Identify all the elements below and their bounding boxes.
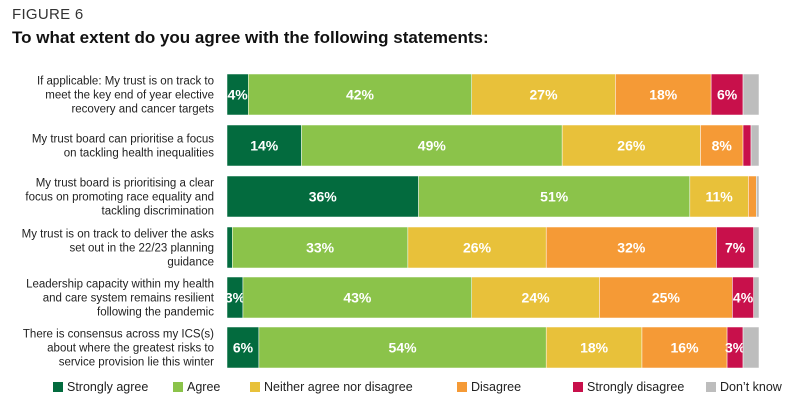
row-label: set out in the 22/23 planning (69, 243, 214, 255)
data-label: 3% (725, 340, 746, 356)
row-label: There is consensus across my ICS(s) (23, 329, 214, 341)
data-label: 3% (225, 290, 246, 306)
legend-label: Neither agree nor disagree (264, 380, 413, 394)
row-label: following the pandemic (97, 307, 214, 319)
data-label: 25% (652, 290, 681, 306)
data-label: 26% (617, 138, 646, 154)
bar-segment (407, 226, 547, 269)
legend-swatch (250, 382, 260, 392)
bar-segment (753, 226, 760, 269)
bar-segment (226, 175, 419, 218)
bar-segment (615, 73, 712, 116)
bar-segment (742, 124, 752, 167)
bar-segment (242, 276, 472, 319)
bar-segment (742, 73, 760, 116)
bar-segment (226, 326, 260, 369)
bar-segment (700, 124, 744, 167)
bar-segment (753, 276, 760, 319)
row-label: about where the greatest risks to (47, 343, 214, 355)
bar-segment (748, 175, 757, 218)
bar-segment (545, 226, 717, 269)
bar-segment (750, 124, 760, 167)
legend-swatch (573, 382, 583, 392)
data-label: 51% (540, 189, 569, 205)
bar-segment (226, 124, 302, 167)
row-label: My trust board can prioritise a focus (32, 134, 214, 146)
bar-segment (471, 276, 600, 319)
data-label: 18% (580, 340, 609, 356)
row-label: My trust is on track to deliver the asks (22, 229, 215, 241)
row-label: and care system remains resilient (43, 293, 215, 305)
data-label: 32% (617, 240, 646, 256)
row-label: tackling discrimination (102, 206, 215, 218)
data-label: 6% (717, 87, 738, 103)
legend-swatch (706, 382, 716, 392)
data-label: 4% (733, 290, 754, 306)
bar-segment (561, 124, 701, 167)
bar-segment (248, 73, 472, 116)
data-label: 27% (530, 87, 559, 103)
data-label: 18% (649, 87, 678, 103)
legend-label: Agree (187, 380, 220, 394)
legend-label: Disagree (471, 380, 521, 394)
data-label: 36% (309, 189, 338, 205)
data-label: 14% (250, 138, 279, 154)
row-label: If applicable: My trust is on track to (37, 76, 214, 88)
row-label: meet the key end of year elective (45, 90, 214, 102)
row-label: service provision lie this winter (59, 357, 214, 369)
legend-label: Strongly disagree (587, 380, 684, 394)
data-label: 6% (233, 340, 254, 356)
data-label: 8% (712, 138, 733, 154)
bar-segment (418, 175, 691, 218)
row-label: focus on promoting race equality and (25, 192, 214, 204)
data-label: 49% (418, 138, 447, 154)
legend-swatch (457, 382, 467, 392)
bar-segment (689, 175, 749, 218)
data-label: 33% (306, 240, 335, 256)
row-label: recovery and cancer targets (71, 104, 214, 116)
data-label: 16% (671, 340, 700, 356)
row-label: My trust board is prioritising a clear (36, 178, 214, 190)
bar-segment (641, 326, 728, 369)
bar-segment (471, 73, 616, 116)
data-label: 11% (705, 189, 733, 205)
data-label: 26% (463, 240, 492, 256)
data-label: 24% (522, 290, 551, 306)
bar-segment (742, 326, 760, 369)
legend-swatch (53, 382, 63, 392)
data-label: 7% (725, 240, 746, 256)
chart-title: To what extent do you agree with the fol… (12, 28, 489, 47)
row-label: on tackling health inequalities (64, 148, 214, 160)
figure-label: FIGURE 6 (12, 6, 84, 23)
row-label: guidance (167, 257, 214, 269)
bar-segment (226, 226, 233, 269)
bar-segment (301, 124, 563, 167)
bar-segment (545, 326, 643, 369)
bar-segment (716, 226, 754, 269)
legend-label: Strongly agree (67, 380, 148, 394)
data-label: 4% (228, 87, 249, 103)
bar-segment (756, 175, 760, 218)
bar-segment (258, 326, 547, 369)
legend-swatch (173, 382, 183, 392)
row-label: Leadership capacity within my health (26, 279, 214, 291)
bar-segment (232, 226, 409, 269)
legend-label: Don’t know (720, 380, 783, 394)
bar-segment (599, 276, 733, 319)
data-label: 54% (389, 340, 418, 356)
data-label: 43% (343, 290, 372, 306)
data-label: 42% (346, 87, 375, 103)
